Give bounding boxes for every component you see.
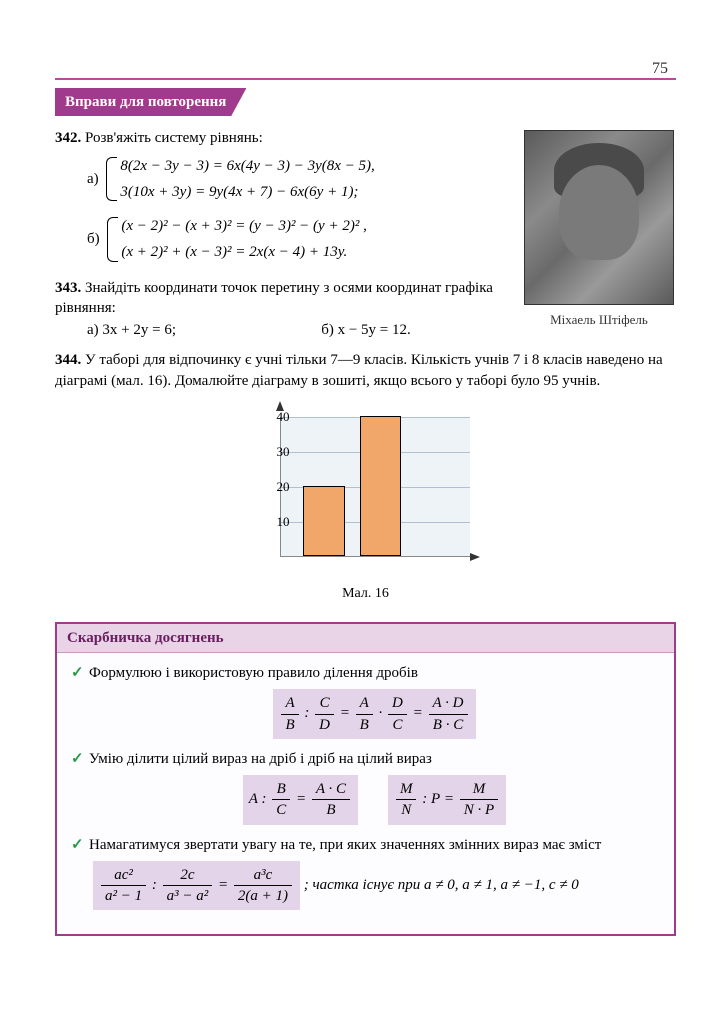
portrait-caption: Міхаель Штіфель [524, 311, 674, 329]
bar-chart: 10 20 30 40 [246, 405, 486, 575]
chart-plot [280, 417, 470, 557]
top-rule [55, 78, 676, 80]
chart-bar [303, 486, 345, 556]
portrait-block: Міхаель Штіфель [524, 130, 674, 329]
problem-text: Знайдіть координати точок перетину з ося… [55, 280, 493, 316]
y-tick-label: 40 [277, 408, 290, 426]
sublabel-a: а) [87, 169, 99, 189]
eq-342b1: (x − 2)² − (x + 3)² = (y − 3)² − (y + 2)… [121, 213, 366, 239]
page-number: 75 [652, 58, 668, 80]
treasure-title: Скарбничка досягнень [57, 624, 674, 653]
formula-conditions: ; частка існує при a ≠ 0, a ≠ 1, a ≠ −1,… [304, 877, 579, 893]
y-tick-label: 20 [277, 478, 290, 496]
portrait-image [524, 130, 674, 305]
problem-num: 342. [55, 130, 81, 146]
item1-text: Формулюю і використовую правило ділення … [89, 665, 418, 681]
problem-num: 343. [55, 280, 81, 296]
formula-example: ac²a² − 1 : 2ca³ − a² = a³c2(a + 1) [93, 861, 300, 911]
chart-caption: Мал. 16 [55, 585, 676, 604]
eq-342a2: 3(10x + 3y) = 9y(4x + 7) − 6x(6y + 1); [120, 179, 374, 205]
problem-num: 344. [55, 352, 81, 368]
p343-b: б) x − 5y = 12. [321, 320, 411, 340]
problem-text: Розв'яжіть систему рівнянь: [85, 130, 263, 146]
achievement-item-3: Намагатимуся звертати увагу на те, при я… [71, 835, 660, 911]
y-tick-label: 10 [277, 513, 290, 531]
problem-text: У таборі для відпочинку є учні тільки 7—… [55, 352, 663, 388]
system-a: 8(2x − 3y − 3) = 6x(4y − 3) − 3y(8x − 5)… [106, 153, 374, 206]
system-b: (x − 2)² − (x + 3)² = (y − 3)² − (y + 2)… [107, 213, 366, 266]
p343-a: а) 3x + 2y = 6; [87, 320, 317, 340]
item2-text: Умію ділити цілий вираз на дріб і дріб н… [89, 751, 432, 767]
section-review-exercises: Вправи для повторення [55, 88, 246, 116]
formula-frac-div-whole: MN : P = MN · P [388, 775, 506, 825]
achievement-item-2: Умію ділити цілий вираз на дріб і дріб н… [71, 749, 660, 825]
x-axis-arrow [470, 553, 480, 561]
treasure-box: Скарбничка досягнень Формулюю і використ… [55, 622, 676, 937]
sublabel-b: б) [87, 229, 100, 249]
eq-342a1: 8(2x − 3y − 3) = 6x(4y − 3) − 3y(8x − 5)… [120, 153, 374, 179]
problem-344: 344. У таборі для відпочинку є учні тіль… [55, 350, 676, 391]
achievement-item-1: Формулюю і використовую правило ділення … [71, 663, 660, 739]
y-tick-label: 30 [277, 443, 290, 461]
chart-bar [360, 416, 402, 556]
eq-342b2: (x + 2)² + (x − 3)² = 2x(x − 4) + 13y. [121, 239, 366, 265]
formula-whole-div-frac: A : BC = A · CB [243, 775, 358, 825]
formula-division-rule: AB : CD = AB · DC = A · DB · C [273, 689, 475, 739]
chart-area: 10 20 30 40 Мал. 16 [55, 405, 676, 604]
item3-text: Намагатимуся звертати увагу на те, при я… [89, 837, 601, 853]
